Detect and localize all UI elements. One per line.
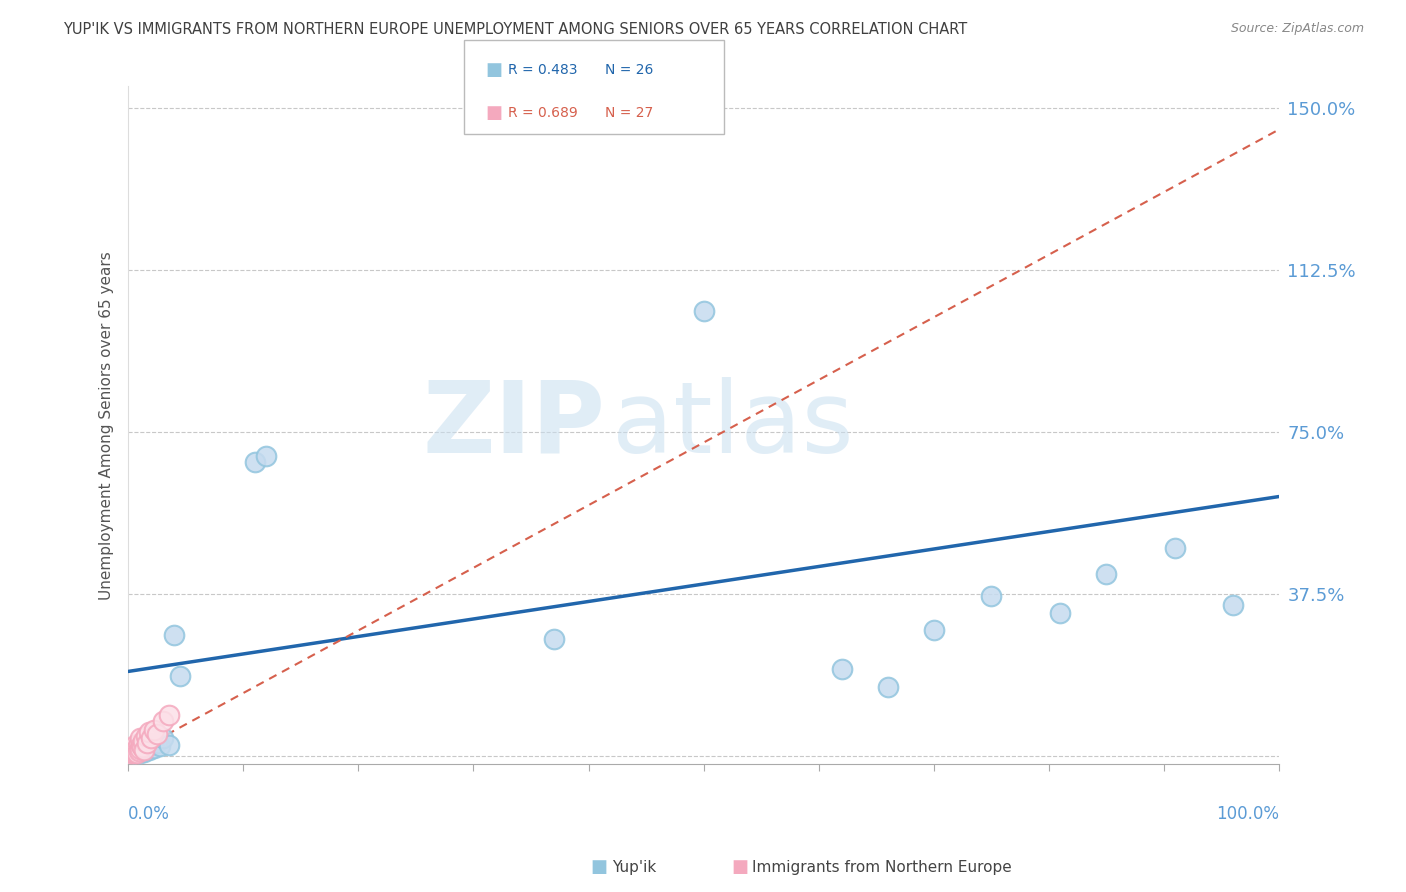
Text: R = 0.483: R = 0.483 — [508, 62, 576, 77]
Point — [125, 744, 148, 758]
Point — [128, 742, 150, 756]
Point — [125, 743, 148, 757]
Point — [132, 738, 155, 752]
Point — [127, 742, 149, 756]
Text: Immigrants from Northern Europe: Immigrants from Northern Europe — [752, 860, 1012, 874]
Point — [127, 746, 149, 760]
Point — [134, 745, 156, 759]
Point — [131, 739, 153, 754]
Point — [831, 662, 853, 676]
Text: R = 0.689: R = 0.689 — [508, 106, 578, 120]
Point — [876, 680, 898, 694]
Point — [124, 745, 146, 759]
Point — [134, 742, 156, 756]
Point — [138, 724, 160, 739]
Text: ■: ■ — [591, 858, 607, 876]
Point — [135, 736, 157, 750]
Point — [141, 731, 163, 746]
Point — [142, 740, 165, 755]
Point — [243, 455, 266, 469]
Point — [128, 744, 150, 758]
Text: N = 26: N = 26 — [605, 62, 652, 77]
Y-axis label: Unemployment Among Seniors over 65 years: Unemployment Among Seniors over 65 years — [100, 251, 114, 599]
Point — [129, 738, 152, 752]
Text: 0.0%: 0.0% — [128, 805, 170, 823]
Point — [254, 449, 277, 463]
Text: YUP'IK VS IMMIGRANTS FROM NORTHERN EUROPE UNEMPLOYMENT AMONG SENIORS OVER 65 YEA: YUP'IK VS IMMIGRANTS FROM NORTHERN EUROP… — [63, 22, 967, 37]
Point — [142, 723, 165, 737]
Point — [146, 727, 169, 741]
Point — [128, 736, 150, 750]
Point — [128, 736, 150, 750]
Point — [128, 747, 150, 761]
Text: Source: ZipAtlas.com: Source: ZipAtlas.com — [1230, 22, 1364, 36]
Point — [128, 731, 150, 746]
Text: atlas: atlas — [612, 376, 853, 474]
Point — [128, 739, 150, 754]
Point — [152, 731, 174, 746]
Point — [163, 628, 186, 642]
Point — [980, 589, 1002, 603]
Point — [169, 669, 191, 683]
Point — [121, 745, 143, 759]
Point — [121, 742, 143, 756]
Point — [152, 714, 174, 728]
Point — [138, 743, 160, 757]
Point — [1164, 541, 1187, 556]
Text: ■: ■ — [485, 104, 502, 122]
Point — [157, 707, 180, 722]
Point — [124, 738, 146, 752]
Point — [134, 743, 156, 757]
Point — [543, 632, 565, 646]
Point — [135, 739, 157, 754]
Point — [922, 624, 945, 638]
Text: ■: ■ — [731, 858, 748, 876]
Text: Yup'ik: Yup'ik — [612, 860, 655, 874]
Point — [1222, 598, 1244, 612]
Point — [134, 729, 156, 743]
Point — [1049, 606, 1071, 620]
Point — [122, 747, 145, 761]
Point — [157, 738, 180, 752]
Text: ■: ■ — [485, 61, 502, 78]
Point — [120, 747, 142, 761]
Point — [122, 747, 145, 761]
Point — [132, 733, 155, 747]
Text: ZIP: ZIP — [423, 376, 606, 474]
Point — [141, 738, 163, 752]
Point — [131, 744, 153, 758]
Point — [127, 740, 149, 755]
Point — [149, 739, 172, 753]
Point — [122, 739, 145, 754]
Text: N = 27: N = 27 — [605, 106, 652, 120]
Point — [146, 736, 169, 750]
Point — [1095, 567, 1118, 582]
Point — [121, 744, 143, 758]
Text: 100.0%: 100.0% — [1216, 805, 1279, 823]
Point — [692, 304, 714, 318]
